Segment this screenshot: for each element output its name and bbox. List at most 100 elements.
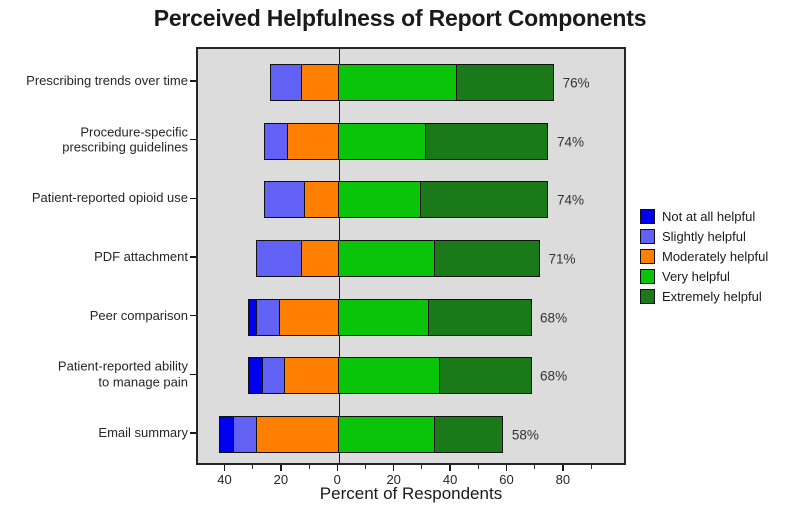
category-label: Peer comparison	[89, 307, 188, 323]
x-tick-label: 40	[217, 472, 232, 487]
category-label: PDF attachment	[94, 249, 188, 265]
x-minor-tick	[308, 465, 310, 469]
y-tick	[190, 80, 196, 82]
legend-label: Extremely helpful	[662, 288, 762, 304]
bar-segment-not-at-all-helpful	[248, 358, 263, 394]
bar-segment-slightly-helpful	[234, 417, 257, 453]
x-major-tick	[505, 465, 508, 471]
x-tick-label: 20	[273, 472, 289, 487]
legend-label: Not at all helpful	[662, 208, 756, 224]
bar-segment-extremely-helpful	[434, 241, 539, 276]
legend-item-moderately-helpful: Moderately helpful	[640, 246, 768, 266]
bar-segment-very-helpful	[338, 358, 441, 394]
moderately-helpful-swatch-icon	[640, 248, 655, 264]
y-tick	[190, 256, 196, 258]
bar-segment-slightly-helpful	[257, 241, 303, 276]
x-tick-label: 0	[333, 472, 341, 487]
bar-segment-moderately-helpful	[304, 182, 339, 218]
legend-label: Moderately helpful	[662, 248, 769, 264]
x-minor-tick	[252, 465, 254, 469]
legend-item-slightly-helpful: Slightly helpful	[640, 226, 768, 246]
x-tick-label: 80	[555, 472, 571, 487]
bar-email-summary	[219, 416, 504, 454]
bar-procedure-specific	[264, 122, 549, 160]
bar-segment-extremely-helpful	[434, 417, 503, 453]
bar-segment-very-helpful	[338, 299, 429, 335]
bar-segment-very-helpful	[338, 182, 421, 218]
x-minor-tick	[534, 465, 536, 469]
x-major-tick	[562, 465, 564, 471]
x-major-tick	[336, 465, 339, 471]
bar-segment-moderately-helpful	[285, 358, 339, 394]
legend-item-not-at-all-helpful: Not at all helpful	[640, 206, 768, 226]
legend-item-extremely-helpful: Extremely helpful	[640, 286, 768, 306]
y-tick	[190, 373, 196, 376]
category-label: Patient-reported opioid use	[31, 190, 188, 206]
slightly-helpful-swatch-icon	[640, 228, 655, 244]
bar-patient-reported-opioid-use	[264, 181, 549, 219]
legend-label: Slightly helpful	[662, 228, 746, 244]
bar-segment-extremely-helpful	[440, 358, 531, 394]
bar-segment-very-helpful	[338, 65, 458, 100]
very-helpful-swatch-icon	[640, 268, 655, 284]
x-minor-tick	[590, 465, 592, 469]
bar-total-label: 71%	[548, 251, 576, 267]
x-major-tick	[280, 465, 282, 471]
x-tick-label: 40	[442, 472, 458, 487]
bar-segment-slightly-helpful	[265, 182, 305, 218]
bar-segment-moderately-helpful	[279, 299, 339, 335]
bar-patient-reported-ability	[247, 357, 532, 395]
bar-total-label: 76%	[562, 75, 590, 91]
bar-total-label: 74%	[556, 192, 584, 208]
bar-total-label: 58%	[511, 427, 539, 443]
bar-segment-moderately-helpful	[302, 241, 339, 276]
legend-item-very-helpful: Very helpful	[640, 266, 768, 286]
bar-segment-extremely-helpful	[426, 123, 548, 159]
y-tick	[190, 314, 196, 317]
x-major-tick	[392, 465, 395, 471]
bar-segment-very-helpful	[338, 123, 427, 159]
bar-segment-not-at-all-helpful	[248, 299, 257, 335]
bar-segment-moderately-helpful	[257, 417, 339, 453]
x-axis-title: Percent of Respondents	[319, 484, 503, 503]
bar-segment-slightly-helpful	[271, 65, 303, 100]
chart-title: Perceived Helpfulness of Report Componen…	[153, 5, 647, 31]
bar-segment-slightly-helpful	[265, 123, 289, 159]
bar-segment-extremely-helpful	[420, 182, 548, 218]
x-minor-tick	[365, 465, 366, 469]
x-tick-label: 20	[386, 472, 401, 487]
bar-total-label: 68%	[540, 368, 568, 384]
category-label: Prescribing trends over time	[26, 73, 188, 89]
x-minor-tick	[477, 465, 479, 469]
bar-total-label: 68%	[540, 310, 568, 326]
legend-label: Very helpful	[662, 268, 730, 284]
x-tick-label: 60	[499, 472, 514, 487]
bar-segment-very-helpful	[338, 417, 435, 453]
bar-segment-very-helpful	[338, 241, 435, 276]
y-tick	[190, 138, 196, 141]
bar-total-label: 74%	[556, 134, 584, 150]
bar-prescribing-trends-over-time	[270, 64, 555, 101]
bar-segment-extremely-helpful	[429, 299, 531, 335]
bar-segment-moderately-helpful	[288, 123, 339, 159]
y-tick	[190, 197, 196, 200]
bar-pdf-attachment	[256, 240, 541, 277]
extremely-helpful-swatch-icon	[640, 288, 655, 304]
bar-peer-comparison	[247, 298, 532, 336]
category-label: Email summary	[98, 425, 188, 441]
x-major-tick	[449, 465, 451, 471]
not-at-all-helpful-swatch-icon	[640, 208, 655, 224]
category-label: Patient-reported ability to manage pain	[57, 358, 188, 390]
legend: Not at all helpful Slightly helpful Modera…	[640, 206, 768, 306]
bar-segment-slightly-helpful	[262, 358, 286, 394]
plot-area: 76% 74% 74% 71% 68% 68% 58%	[196, 47, 626, 465]
category-label: Procedure-specific prescribing guideline…	[62, 124, 188, 155]
bar-segment-slightly-helpful	[257, 299, 280, 335]
x-major-tick	[223, 465, 226, 471]
y-tick	[190, 432, 196, 434]
bar-segment-not-at-all-helpful	[220, 417, 235, 453]
bar-segment-extremely-helpful	[457, 65, 554, 100]
x-minor-tick	[421, 465, 423, 469]
bar-segment-moderately-helpful	[302, 65, 339, 100]
